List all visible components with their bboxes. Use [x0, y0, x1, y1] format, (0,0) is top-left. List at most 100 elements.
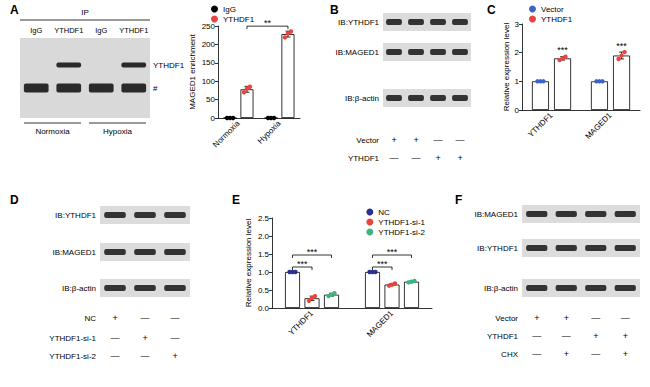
svg-text:—: —: [591, 349, 600, 359]
svg-text:**: **: [264, 18, 272, 28]
svg-text:0: 0: [515, 106, 520, 115]
svg-text:—: —: [434, 135, 443, 145]
svg-text:Vector: Vector: [495, 314, 518, 323]
svg-text:—: —: [562, 331, 571, 341]
svg-text:Normoxia: Normoxia: [211, 118, 242, 149]
svg-text:YTHDF1: YTHDF1: [526, 110, 555, 139]
svg-text:+: +: [391, 135, 396, 145]
svg-text:—: —: [111, 351, 120, 361]
svg-text:NC: NC: [84, 314, 96, 323]
svg-text:YTHDF1-si-2: YTHDF1-si-2: [378, 228, 425, 237]
svg-text:YTHDF1: YTHDF1: [54, 26, 83, 35]
svg-text:1.5: 1.5: [258, 250, 270, 259]
svg-text:IgG: IgG: [223, 5, 236, 14]
svg-text:250: 250: [202, 22, 216, 31]
svg-text:+: +: [623, 349, 628, 359]
svg-text:***: ***: [307, 247, 318, 257]
svg-text:***: ***: [297, 259, 308, 269]
svg-text:—: —: [171, 313, 180, 323]
svg-text:1: 1: [515, 77, 520, 86]
svg-text:IP: IP: [81, 8, 89, 17]
svg-text:3: 3: [515, 20, 520, 29]
svg-text:50: 50: [206, 95, 215, 104]
svg-text:2: 2: [515, 48, 520, 57]
svg-text:B: B: [330, 3, 339, 17]
svg-text:150: 150: [202, 58, 216, 67]
svg-text:F: F: [455, 193, 462, 207]
svg-text:IgG: IgG: [95, 26, 107, 35]
svg-text:—: —: [390, 153, 399, 163]
svg-text:NC: NC: [378, 208, 390, 217]
svg-text:+: +: [172, 351, 177, 361]
svg-text:Normoxia: Normoxia: [35, 127, 70, 136]
svg-text:Relative expression level: Relative expression level: [502, 23, 511, 112]
svg-text:E: E: [232, 193, 240, 207]
svg-text:IB:MAGED1: IB:MAGED1: [335, 48, 379, 57]
svg-text:C: C: [487, 3, 496, 17]
svg-text:—: —: [532, 349, 541, 359]
svg-text:100: 100: [202, 77, 216, 86]
svg-text:IB:MAGED1: IB:MAGED1: [52, 248, 96, 257]
svg-text:0: 0: [211, 114, 216, 123]
svg-text:Vector: Vector: [541, 5, 564, 14]
svg-text:—: —: [621, 313, 630, 323]
svg-text:IB:YTHDF1: IB:YTHDF1: [338, 18, 379, 27]
svg-text:A: A: [10, 3, 19, 17]
svg-text:Hypoxia: Hypoxia: [256, 118, 283, 145]
svg-text:0.0: 0.0: [258, 304, 270, 313]
svg-text:+: +: [623, 331, 628, 341]
svg-text:2.5: 2.5: [258, 214, 270, 223]
svg-text:CHX: CHX: [501, 350, 519, 359]
svg-text:YTHDF1: YTHDF1: [153, 61, 185, 70]
svg-text:***: ***: [377, 259, 388, 269]
svg-text:YTHDF1-si-2: YTHDF1-si-2: [49, 352, 96, 361]
svg-text:+: +: [435, 153, 440, 163]
svg-text:Relative expression level: Relative expression level: [244, 219, 253, 308]
svg-text:IB:MAGED1: IB:MAGED1: [474, 210, 518, 219]
svg-text:***: ***: [616, 41, 627, 51]
svg-text:—: —: [171, 333, 180, 343]
svg-text:—: —: [412, 153, 421, 163]
svg-text:—: —: [591, 313, 600, 323]
svg-text:IB:YTHDF1: IB:YTHDF1: [55, 211, 96, 220]
svg-text:IB:β-actin: IB:β-actin: [484, 284, 518, 293]
svg-text:+: +: [593, 331, 598, 341]
svg-text:IB:β-actin: IB:β-actin: [62, 284, 96, 293]
svg-text:—: —: [111, 333, 120, 343]
svg-text:+: +: [564, 313, 569, 323]
svg-text:#: #: [153, 84, 158, 93]
svg-text:YTHDF1: YTHDF1: [348, 154, 380, 163]
svg-text:***: ***: [387, 247, 398, 257]
svg-text:—: —: [456, 135, 465, 145]
svg-text:YTHDF1: YTHDF1: [487, 332, 519, 341]
svg-text:MAGED1: MAGED1: [365, 308, 396, 339]
svg-text:MAGED1: MAGED1: [583, 110, 614, 141]
svg-text:—: —: [532, 331, 541, 341]
svg-text:+: +: [564, 349, 569, 359]
svg-text:IB:β-actin: IB:β-actin: [345, 94, 379, 103]
svg-text:MAGED1 enrichment: MAGED1 enrichment: [188, 33, 197, 109]
svg-text:IgG: IgG: [30, 26, 42, 35]
svg-text:YTHDF1: YTHDF1: [541, 15, 573, 24]
svg-text:+: +: [112, 313, 117, 323]
svg-text:D: D: [10, 193, 19, 207]
svg-text:YTHDF1-si-1: YTHDF1-si-1: [49, 334, 96, 343]
svg-text:0.5: 0.5: [258, 286, 270, 295]
svg-text:+: +: [142, 333, 147, 343]
svg-text:Vector: Vector: [356, 136, 379, 145]
svg-text:1.0: 1.0: [258, 268, 270, 277]
svg-text:YTHDF1: YTHDF1: [223, 15, 255, 24]
svg-text:YTHDF1: YTHDF1: [119, 26, 148, 35]
svg-text:+: +: [413, 135, 418, 145]
svg-text:200: 200: [202, 40, 216, 49]
svg-text:YTHDF1-si-1: YTHDF1-si-1: [378, 218, 425, 227]
svg-text:IB:YTHDF1: IB:YTHDF1: [477, 244, 518, 253]
svg-text:—: —: [141, 351, 150, 361]
svg-text:—: —: [141, 313, 150, 323]
svg-text:2.0: 2.0: [258, 232, 270, 241]
svg-text:YTHDF1: YTHDF1: [287, 308, 316, 337]
svg-text:+: +: [457, 153, 462, 163]
svg-text:***: ***: [557, 45, 568, 55]
svg-text:Hypoxia: Hypoxia: [103, 127, 132, 136]
svg-text:+: +: [534, 313, 539, 323]
